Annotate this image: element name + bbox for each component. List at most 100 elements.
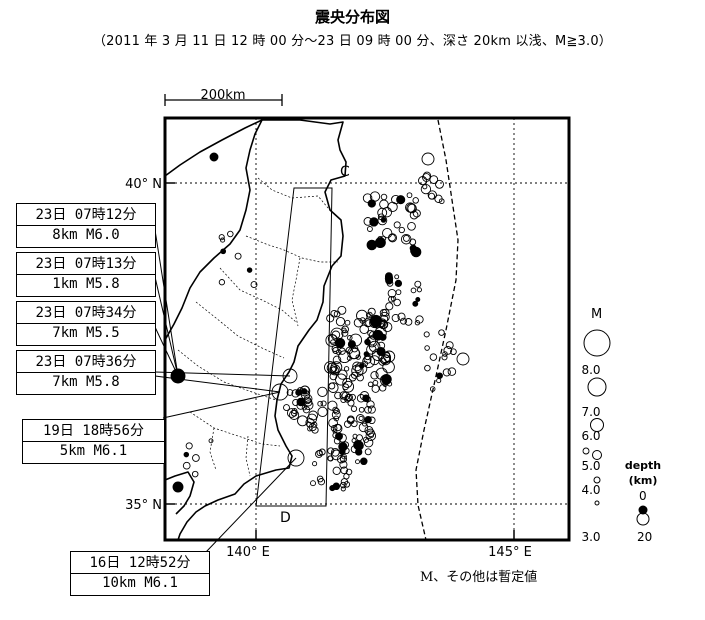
event-box-3: 23日 07時34分 7km M5.5: [16, 301, 156, 346]
event-box-4: 23日 07時36分 7km M5.8: [16, 350, 156, 395]
epicenter-marker: [330, 327, 344, 341]
epicenter-marker: [315, 450, 323, 458]
epicenter-marker: [377, 207, 388, 218]
epicenter-marker: [330, 309, 338, 318]
epicenter-marker: [355, 354, 361, 360]
epicenter-marker: [352, 361, 362, 372]
epicenter-marker: [407, 221, 416, 231]
epicenter-marker: [337, 305, 347, 315]
epicenter-marker: [368, 416, 376, 425]
epicenter-marker: [364, 405, 372, 414]
epicenter-marker: [333, 310, 341, 318]
coastline: [164, 119, 347, 541]
figure-title: 震央分布図: [314, 8, 390, 26]
epicenter-marker: [412, 300, 419, 307]
epicenter-marker: [362, 193, 373, 203]
epicenter-marker: [387, 288, 397, 298]
epicenter-marker: [172, 481, 184, 493]
epicenter-marker: [341, 329, 349, 337]
provisional-note: M、その他は暫定値: [420, 570, 538, 585]
epicenter-marker: [371, 318, 382, 329]
epicenter-marker: [250, 281, 258, 289]
legend-m-60: 6.0: [581, 429, 600, 443]
prefecture-boundaries: [177, 177, 338, 477]
epicenter-marker: [339, 460, 348, 469]
event-4-time: 23日 07時36分: [35, 354, 137, 370]
epicenter-marker: [366, 226, 373, 232]
epicenter-marker: [360, 457, 368, 466]
epicenter-marker: [429, 353, 438, 361]
epicenter-marker: [336, 454, 346, 464]
epicenter-marker: [302, 406, 311, 414]
epicenter-marker: [397, 312, 406, 321]
epicenter-marker: [436, 372, 443, 379]
epicenter-marker: [349, 333, 363, 347]
epicenter-marker: [393, 298, 401, 307]
epicenter-marker: [394, 279, 403, 288]
epicenter-marker: [356, 309, 368, 322]
epicenter-marker: [335, 316, 346, 327]
epicenter-marker: [374, 237, 386, 249]
epicenter-marker: [384, 272, 393, 281]
epicenter-marker: [410, 287, 417, 294]
epicenter-marker: [332, 432, 339, 439]
epicenter-marker: [351, 364, 364, 377]
legend-depth-unit: (km): [629, 474, 658, 487]
epicenter-marker: [438, 198, 445, 205]
epicenter-marker: [305, 418, 315, 428]
epicenter-marker: [362, 394, 370, 403]
map-frame: [163, 116, 571, 542]
event-1-time: 23日 07時12分: [35, 207, 137, 223]
event-box-6: 16日 12時52分 10km M6.1: [70, 551, 210, 596]
epicenter-marker: [340, 486, 346, 492]
epicenter-marker: [388, 296, 395, 303]
epicenter-marker: [341, 441, 350, 449]
legend-depth-20: 20: [637, 530, 652, 544]
epicenter-marker: [447, 367, 457, 376]
epicenter-marker: [424, 345, 430, 351]
epicenter-marker: [366, 335, 378, 348]
epicenter-marker: [443, 346, 453, 355]
region-label-c: C: [340, 164, 350, 180]
epicenter-marker: [227, 230, 234, 238]
event-box-5: 19日 18時56分 5km M6.1: [22, 419, 165, 464]
epicenter-marker: [394, 274, 400, 280]
epicenter-marker: [383, 351, 391, 358]
epicenter-marker: [327, 382, 339, 393]
epicenter-marker: [388, 233, 396, 242]
epicenter-marker: [398, 226, 405, 234]
epicenter-marker: [415, 315, 424, 324]
epicenter-marker: [296, 397, 306, 407]
epicenter-marker: [422, 184, 428, 190]
epicenter-marker: [380, 314, 389, 323]
epicenter-marker: [358, 415, 364, 421]
epicenter-marker: [400, 233, 412, 245]
epicenter-marker: [324, 361, 337, 374]
epicenter-marker: [329, 485, 336, 492]
lat-label-40: 40° N: [125, 177, 162, 192]
epicenter-marker: [369, 191, 381, 202]
epicenter-marker: [367, 405, 376, 414]
epicenter-marker: [396, 195, 406, 205]
epicenter-marker: [371, 384, 380, 393]
epicenter-marker: [406, 192, 413, 199]
magnitude-legend: M 8.0 7.0 6.0 5.0 4.0 3.0: [581, 307, 611, 544]
epicenter-marker: [382, 360, 395, 374]
epicenter-marker: [330, 447, 340, 457]
epicenter-marker: [456, 352, 470, 366]
epicenter-marker: [435, 179, 444, 189]
event-2-time: 23日 07時13分: [35, 256, 137, 272]
epicenter-marker: [350, 445, 359, 454]
event-5-detail: 5km M6.1: [23, 441, 164, 461]
epicenter-marker: [380, 354, 392, 366]
epicenter-marker: [415, 297, 421, 302]
epicenter-marker: [407, 203, 417, 214]
epicenter-marker: [328, 418, 338, 428]
epicenter-marker: [271, 383, 289, 401]
epicenter-marker: [441, 354, 448, 361]
scale-bar: 200km: [164, 88, 283, 106]
epicenter-marker: [367, 336, 377, 346]
epicenter-marker: [287, 449, 305, 467]
region-polygon: [255, 187, 333, 507]
